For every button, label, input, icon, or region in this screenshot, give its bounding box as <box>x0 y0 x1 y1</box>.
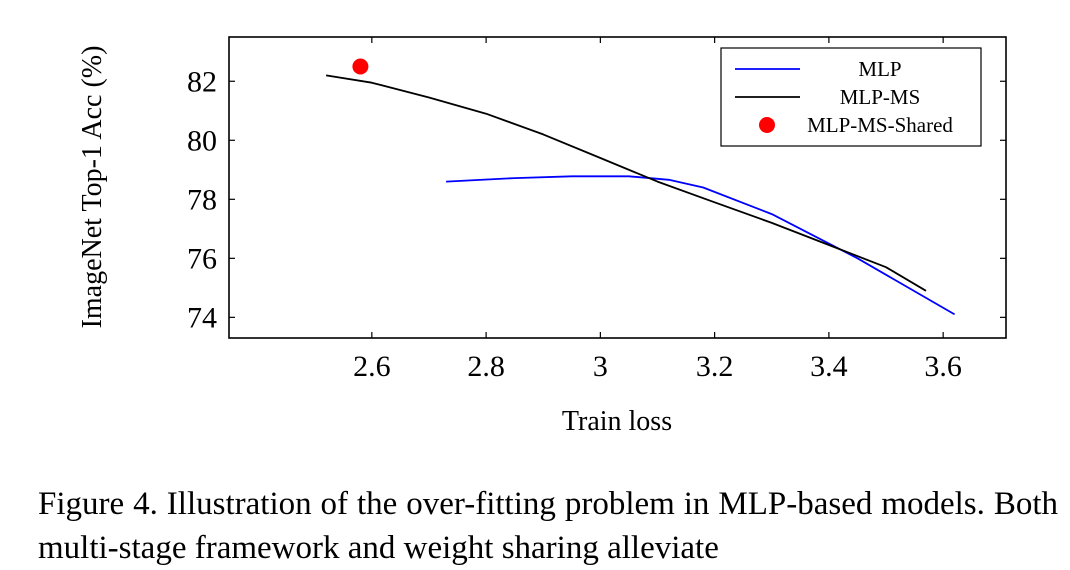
y-tick-label: 82 <box>187 65 217 98</box>
x-tick-label: 3 <box>593 350 608 383</box>
x-tick-label: 3.6 <box>924 350 962 383</box>
legend-label-mlp-ms-shared: MLP-MS-Shared <box>807 113 953 137</box>
plot-frame <box>228 36 1007 339</box>
series-layer <box>325 58 956 316</box>
legend-swatch-mlp-ms-shared <box>759 117 775 133</box>
figure-caption: Figure 4. Illustration of the over-fitti… <box>38 486 1058 566</box>
legend: MLP MLP-MS MLP-MS-Shared <box>720 47 982 147</box>
y-axis-label: ImageNet Top-1 Acc (%) <box>77 46 108 329</box>
legend-label-mlp-ms: MLP-MS <box>840 85 921 109</box>
y-tick-label: 78 <box>187 183 217 216</box>
x-tick-label: 2.6 <box>353 350 391 383</box>
chart: 2.6 2.8 3 3.2 3.4 3.6 74 76 78 80 82 Train loss Im… <box>77 36 1007 437</box>
series-point-mlp-ms-shared <box>352 58 369 75</box>
legend-label-mlp: MLP <box>858 57 901 81</box>
x-tick-label: 3.2 <box>696 350 734 383</box>
series-line-mlp-ms <box>325 74 927 292</box>
x-tick-label: 3.4 <box>810 350 848 383</box>
y-tick-label: 76 <box>187 242 217 275</box>
y-tick-label: 80 <box>187 124 217 157</box>
x-axis-label: Train loss <box>562 406 672 437</box>
y-tick-label: 74 <box>187 301 217 334</box>
ticks-layer: 2.6 2.8 3 3.2 3.4 3.6 74 76 78 80 82 <box>187 37 1006 383</box>
x-tick-label: 2.8 <box>467 350 505 383</box>
series-line-mlp <box>446 175 956 316</box>
